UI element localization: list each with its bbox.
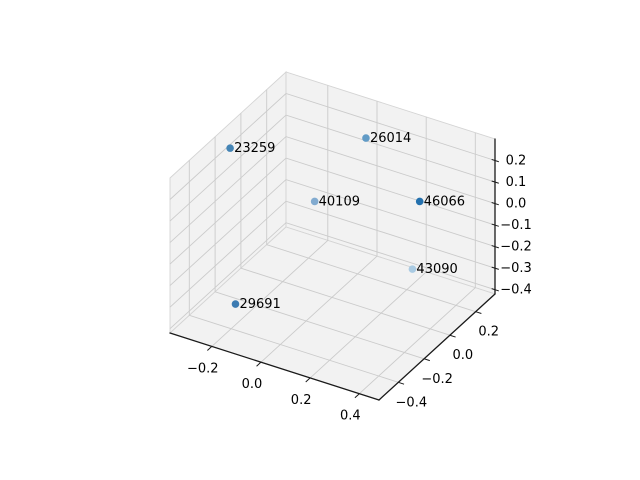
data-point [226,144,234,152]
data-point-label: 43090 [416,262,457,277]
x-tick-mark [207,346,213,351]
data-point [362,134,370,142]
z-tick-mark [491,158,499,163]
z-tick-mark [491,245,499,249]
x-tick-mark [256,361,262,367]
y-tick-label: 0.2 [478,325,499,340]
grid-line-z [169,157,496,265]
grid-line-x [211,85,329,347]
data-point-label: 46066 [424,194,465,209]
grid-line-y [240,113,451,336]
x-axis-spine [169,332,380,401]
y-tick-label: −0.4 [396,395,428,410]
grid-line-z [169,114,496,222]
z-tick-mark [491,223,499,227]
grid-line-z [169,179,496,286]
grid-line-z [169,200,496,308]
data-point-label: 29691 [239,297,280,312]
grid-line-z [169,92,496,200]
grid-line-y [188,160,399,383]
grid-line-x [358,132,476,395]
data-point [408,265,417,273]
grid-line-z [169,222,496,330]
data-point-label: 23259 [234,141,275,156]
z-tick-label: 0.1 [506,175,527,190]
x-tick-mark [305,377,311,383]
z-tick-label: −0.1 [500,218,532,233]
grid-line-x [260,101,378,363]
data-point [231,300,240,308]
z-tick-mark [491,180,499,184]
grid-line-y [266,89,476,313]
y-tick-mark [475,311,482,314]
data-point [310,197,319,206]
y-tick-label: 0.0 [453,348,474,363]
z-tick-label: −0.2 [500,240,532,255]
grid-line-y [214,136,425,360]
y-tick-mark [398,381,405,385]
z-tick-mark [491,202,499,206]
z-tick-mark [491,288,499,292]
z-tick-label: 0.2 [506,154,527,169]
z-tick-label: −0.3 [500,261,532,276]
x-tick-label: 0.4 [340,409,361,424]
y-tick-mark [423,358,430,362]
grid-line-z [169,136,496,243]
data-point-label: 26014 [370,131,411,146]
z-tick-label: 0.0 [506,197,527,212]
x-tick-label: 0.2 [291,393,312,408]
z-tick-label: −0.4 [500,283,532,298]
x-tick-mark [354,393,360,399]
y-tick-label: −0.2 [421,372,453,387]
x-tick-label: −0.2 [187,361,219,376]
y-tick-mark [449,334,456,338]
data-point [415,197,424,206]
z-tick-mark [491,266,499,270]
data-point-label: 40109 [319,194,360,209]
x-tick-label: 0.0 [242,377,263,392]
grid-line-x [309,116,427,379]
